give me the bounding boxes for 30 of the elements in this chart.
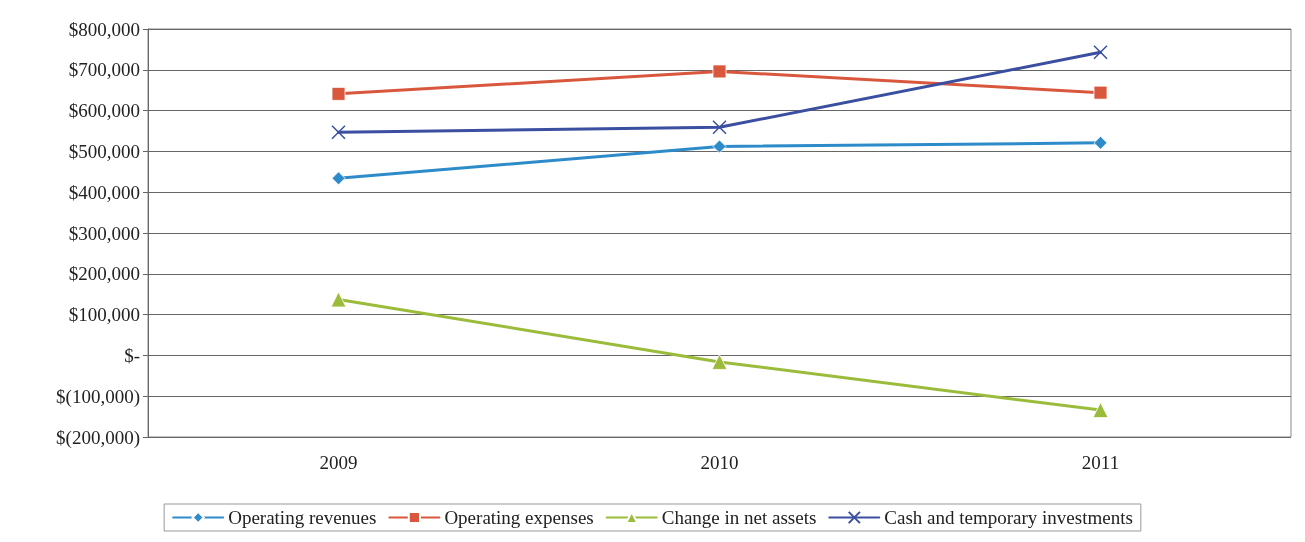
point bbox=[1092, 402, 1109, 418]
y-tick-label: $- bbox=[124, 344, 140, 366]
legend-label: Cash and temporary investments bbox=[884, 507, 1133, 528]
point bbox=[712, 64, 727, 79]
x-tick-label: 2010 bbox=[700, 452, 739, 473]
point bbox=[331, 86, 346, 101]
legend-label: Operating expenses bbox=[444, 507, 594, 528]
point bbox=[712, 139, 727, 154]
x-tick-label: 2011 bbox=[1081, 452, 1120, 473]
point bbox=[331, 124, 346, 140]
legend-label: Change in net assets bbox=[661, 507, 817, 528]
point bbox=[331, 171, 346, 186]
y-tick-label: $300,000 bbox=[68, 222, 140, 244]
y-tick-label: $500,000 bbox=[68, 140, 140, 162]
y-tick-label: $200,000 bbox=[68, 263, 140, 285]
point bbox=[1093, 85, 1108, 100]
y-tick-label: $600,000 bbox=[68, 100, 140, 122]
point bbox=[1093, 135, 1108, 150]
point bbox=[330, 291, 347, 308]
point bbox=[1093, 45, 1108, 60]
point bbox=[711, 354, 728, 370]
y-tick-label: $(200,000) bbox=[56, 426, 140, 449]
y-tick-label: $700,000 bbox=[68, 59, 140, 81]
y-tick-label: $100,000 bbox=[68, 304, 140, 326]
y-tick-label: $(100,000) bbox=[56, 385, 140, 408]
y-tick-label: $400,000 bbox=[68, 181, 140, 203]
point bbox=[712, 120, 727, 135]
y-tick-label: $800,000 bbox=[68, 18, 140, 40]
x-tick-label: 2009 bbox=[319, 452, 358, 473]
legend-label: Operating revenues bbox=[228, 507, 377, 528]
